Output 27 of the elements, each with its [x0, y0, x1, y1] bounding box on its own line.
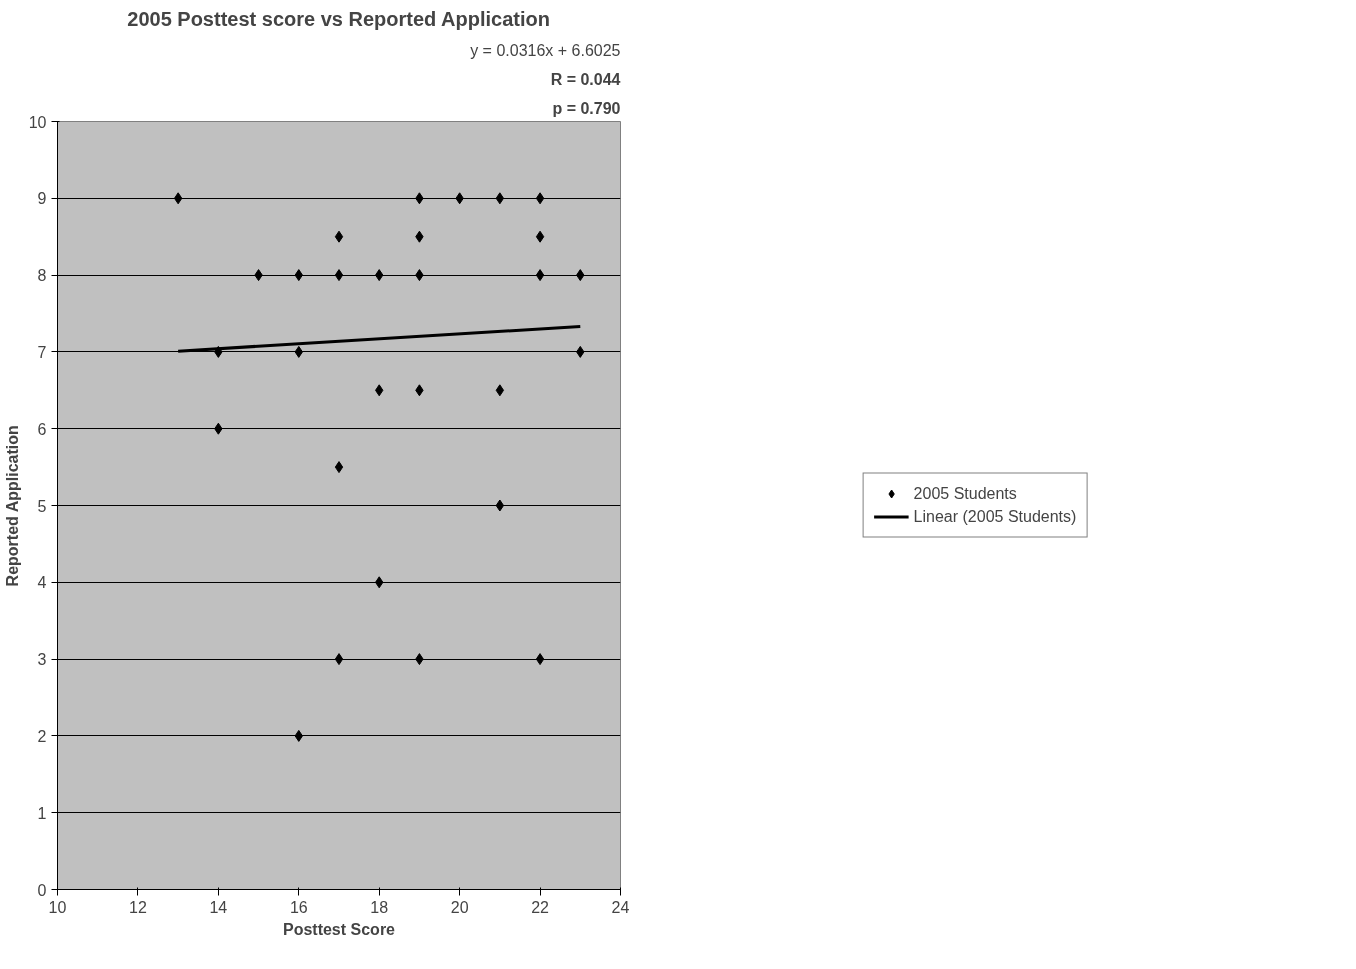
x-tick-label: 24: [611, 898, 630, 916]
y-tick-label: 7: [37, 343, 47, 361]
x-tick-label: 22: [531, 898, 550, 916]
x-tick-label: 20: [450, 898, 469, 916]
x-tick-label: 16: [289, 898, 308, 916]
x-tick-label: 10: [48, 898, 67, 916]
x-tick-label: 14: [209, 898, 228, 916]
text: y = 0.0316x + 6.6025: [470, 41, 621, 59]
y-tick-label: 3: [37, 651, 47, 669]
legend-label: 2005 Students: [913, 484, 1017, 503]
y-tick-label: 5: [37, 497, 47, 515]
y-tick-label: 10: [28, 113, 47, 131]
chart-title: 2005 Posttest score vs Reported Application: [127, 7, 550, 30]
y-tick-label: 0: [37, 881, 47, 899]
y-tick-label: 2: [37, 727, 47, 745]
y-axis-title: Reported Application: [3, 425, 21, 587]
y-tick-label: 4: [37, 574, 47, 592]
x-axis-title: Posttest Score: [282, 920, 396, 938]
y-tick-label: 9: [37, 190, 47, 208]
y-tick-label: 6: [37, 420, 47, 438]
legend-label: Linear (2005 Students): [913, 507, 1077, 526]
text: p = 0.790: [552, 99, 621, 117]
y-tick-label: 8: [37, 267, 47, 285]
text: R = 0.044: [550, 70, 621, 88]
y-tick-label: 1: [37, 804, 47, 822]
x-tick-label: 18: [370, 898, 389, 916]
x-tick-label: 12: [129, 898, 147, 916]
